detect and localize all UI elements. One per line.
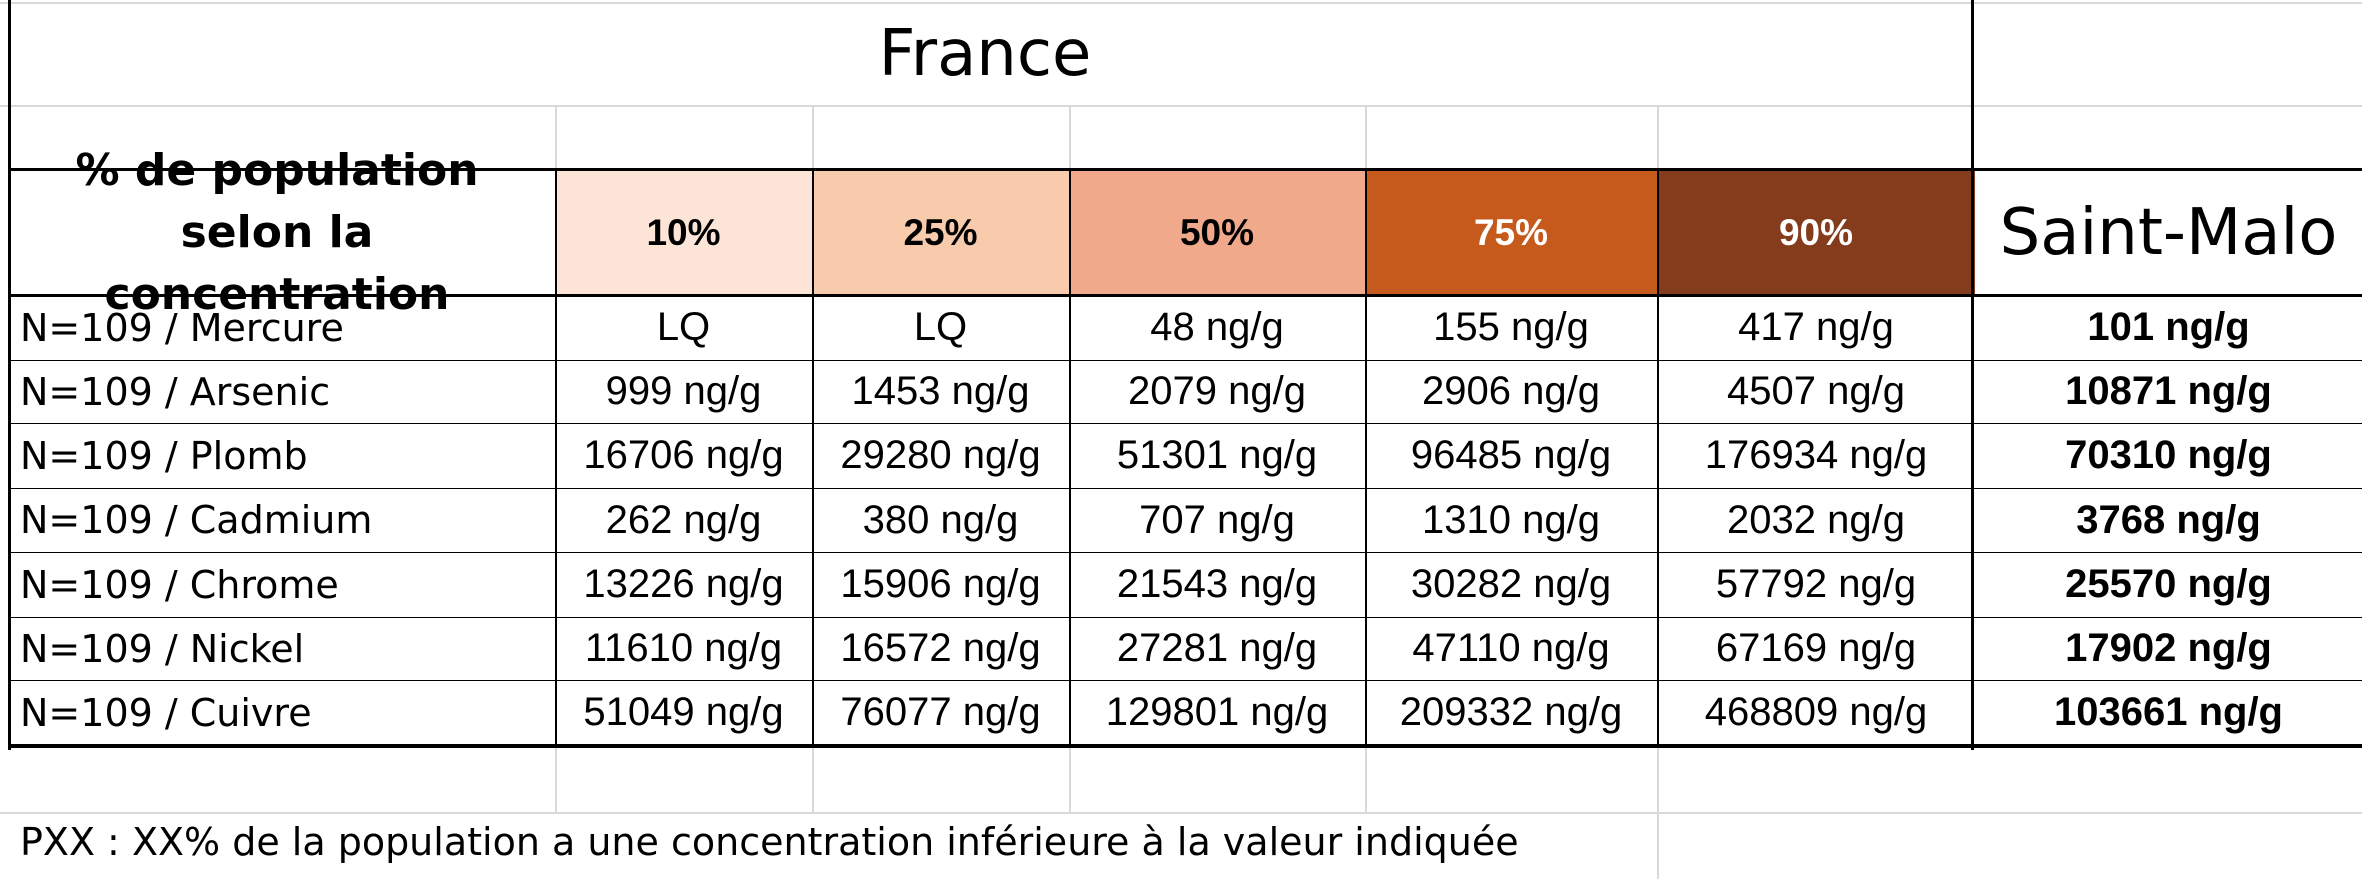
value-cell[interactable]: 1453 ng/g xyxy=(851,369,1030,413)
row-label[interactable]: N=109 / Cadmium xyxy=(20,498,373,542)
percentile-header-3[interactable]: 50% xyxy=(1179,211,1255,253)
value-cell[interactable]: 707 ng/g xyxy=(1139,497,1295,542)
row-label[interactable]: N=109 / Arsenic xyxy=(20,369,331,414)
value-cell[interactable]: 2906 ng/g xyxy=(1422,369,1600,413)
value-cell[interactable]: 13226 ng/g xyxy=(583,562,784,606)
saint-malo-value[interactable]: 17902 ng/g xyxy=(2065,626,2272,670)
value-cell[interactable]: 48 ng/g xyxy=(1150,305,1284,349)
percentile-fill-4 xyxy=(1365,170,1657,295)
gridline-v xyxy=(1365,105,1367,170)
gridline-v xyxy=(812,745,814,812)
percentile-header-5[interactable]: 90% xyxy=(1778,211,1854,253)
value-cell[interactable]: 47110 ng/g xyxy=(1412,626,1610,670)
value-cell[interactable]: 209332 ng/g xyxy=(1399,690,1623,734)
border-row xyxy=(8,488,2362,489)
value-cell[interactable]: 468809 ng/g xyxy=(1704,690,1928,734)
saint-malo-value[interactable]: 101 ng/g xyxy=(2087,305,2250,349)
value-cell[interactable]: 2032 ng/g xyxy=(1727,497,1905,542)
percentile-fill-3 xyxy=(1069,170,1365,295)
gridline-v xyxy=(1657,812,1659,879)
value-cell[interactable]: 2079 ng/g xyxy=(1128,369,1306,413)
header-label[interactable]: % de population selon la concentration xyxy=(75,144,479,320)
saint-malo-value[interactable]: 103661 ng/g xyxy=(2053,690,2283,734)
value-cell[interactable]: 16706 ng/g xyxy=(583,433,784,477)
row-label[interactable]: N=109 / Cuivre xyxy=(20,690,312,735)
value-cell[interactable]: 417 ng/g xyxy=(1738,305,1894,349)
percentile-header-2[interactable]: 25% xyxy=(903,211,978,253)
saint-malo-value[interactable]: 70310 ng/g xyxy=(2065,433,2272,477)
row-label[interactable]: N=109 / Plomb xyxy=(20,433,308,478)
percentile-fill-5 xyxy=(1657,170,1975,295)
border-col xyxy=(555,170,557,745)
percentile-fill-1 xyxy=(555,170,812,295)
border-row xyxy=(8,552,2362,553)
border-col xyxy=(1069,170,1071,745)
gridline-v xyxy=(555,745,557,812)
border-col xyxy=(1365,170,1367,745)
value-cell[interactable]: 15906 ng/g xyxy=(840,562,1041,606)
border-table-bottom xyxy=(8,744,2362,748)
value-cell[interactable]: 262 ng/g xyxy=(605,497,762,542)
saint-malo-header[interactable]: Saint-Malo xyxy=(1999,195,2338,270)
value-cell[interactable]: 999 ng/g xyxy=(605,369,762,413)
value-cell[interactable]: 76077 ng/g xyxy=(840,690,1041,734)
value-cell[interactable]: 11610 ng/g xyxy=(584,626,783,670)
gridline-h xyxy=(0,105,2362,107)
border-row xyxy=(8,360,2362,361)
value-cell[interactable]: 27281 ng/g xyxy=(1116,626,1318,670)
percentile-header-4[interactable]: 75% xyxy=(1473,211,1549,253)
value-cell[interactable]: 4507 ng/g xyxy=(1727,369,1905,413)
border-header-top xyxy=(8,168,2362,171)
value-cell[interactable]: 380 ng/g xyxy=(862,497,1019,542)
percentile-fill-2 xyxy=(812,170,1069,295)
value-cell[interactable]: 155 ng/g xyxy=(1433,305,1589,349)
value-cell[interactable]: 51301 ng/g xyxy=(1116,433,1318,477)
value-cell[interactable]: 96485 ng/g xyxy=(1410,433,1612,477)
saint-malo-value[interactable]: 10871 ng/g xyxy=(2065,369,2272,413)
value-cell[interactable]: 30282 ng/g xyxy=(1410,562,1612,606)
gridline-h xyxy=(0,2,2362,4)
gridline-v xyxy=(1365,745,1367,812)
row-label[interactable]: N=109 / Mercure xyxy=(20,305,344,350)
value-cell[interactable]: 16572 ng/g xyxy=(840,626,1041,670)
saint-malo-value[interactable]: 3768 ng/g xyxy=(2076,497,2261,542)
saint-malo-value[interactable]: 25570 ng/g xyxy=(2065,562,2272,606)
row-label[interactable]: N=109 / Chrome xyxy=(20,562,339,607)
value-cell[interactable]: LQ xyxy=(913,305,968,349)
value-cell[interactable]: 1310 ng/g xyxy=(1422,497,1600,542)
table-title[interactable]: France xyxy=(878,17,1092,91)
gridline-v xyxy=(555,105,557,170)
value-cell[interactable]: 29280 ng/g xyxy=(840,433,1041,477)
footnote[interactable]: PXX : XX% de la population a une concent… xyxy=(20,820,1519,864)
border-header-bottom xyxy=(8,294,2362,297)
border-separator xyxy=(1971,0,1974,750)
border-row xyxy=(8,423,2362,424)
border-row xyxy=(8,680,2362,681)
gridline-v xyxy=(812,105,814,170)
gridline-h xyxy=(0,812,2362,814)
border-col xyxy=(1657,170,1659,745)
value-cell[interactable]: 57792 ng/g xyxy=(1715,562,1917,606)
border-row xyxy=(8,617,2362,618)
gridline-v xyxy=(1657,745,1659,812)
border-col xyxy=(812,170,814,745)
row-label[interactable]: N=109 / Nickel xyxy=(20,626,305,671)
gridline-v xyxy=(1069,745,1071,812)
gridline-v xyxy=(1069,105,1071,170)
percentile-header-1[interactable]: 10% xyxy=(646,211,721,253)
value-cell[interactable]: 176934 ng/g xyxy=(1704,433,1928,477)
gridline-v xyxy=(1657,105,1659,170)
value-cell[interactable]: 129801 ng/g xyxy=(1105,690,1329,734)
value-cell[interactable]: 67169 ng/g xyxy=(1715,626,1917,670)
border-left xyxy=(8,0,11,750)
value-cell[interactable]: 21543 ng/g xyxy=(1116,562,1318,606)
value-cell[interactable]: 51049 ng/g xyxy=(583,690,784,734)
value-cell[interactable]: LQ xyxy=(656,305,711,349)
